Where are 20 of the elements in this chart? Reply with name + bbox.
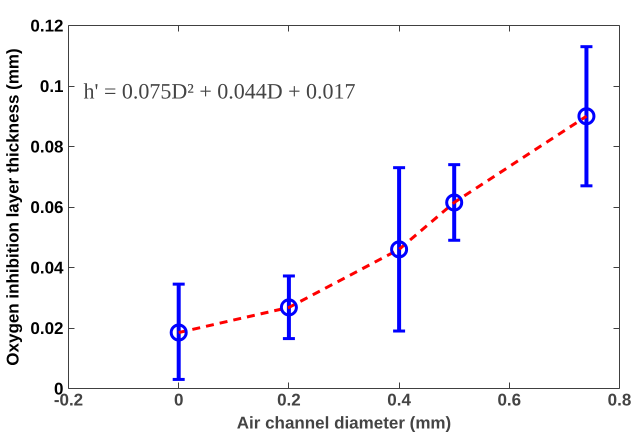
y-tick-label: 0.08 (30, 138, 64, 156)
point (280, 298, 298, 316)
y-tick-label: 0.06 (30, 198, 64, 217)
point (577, 107, 596, 126)
point (445, 193, 464, 212)
x-tick-label: 0.2 (277, 390, 301, 410)
y-axis-title: Oxygen inhibition layer thickness (mm) (3, 48, 22, 366)
y-tick-label: 0.02 (30, 319, 64, 338)
x-tick-label: 0.8 (608, 390, 632, 410)
y-tick-label: 0.04 (30, 258, 64, 278)
x-tick-label: 0.6 (497, 390, 522, 410)
y-tick-label: 0.12 (30, 16, 64, 36)
x-axis-title: Air channel diameter (mm) (236, 414, 452, 432)
annotation: h' = 0.075D² + 0.044D + 0.017 (84, 78, 356, 104)
line-series (177, 114, 588, 334)
y-tick-label: 0.1 (40, 77, 64, 96)
point (390, 240, 408, 258)
x-tick-label: 0.4 (387, 390, 412, 410)
point (170, 324, 188, 342)
x-tick-label: 0 (174, 390, 184, 410)
